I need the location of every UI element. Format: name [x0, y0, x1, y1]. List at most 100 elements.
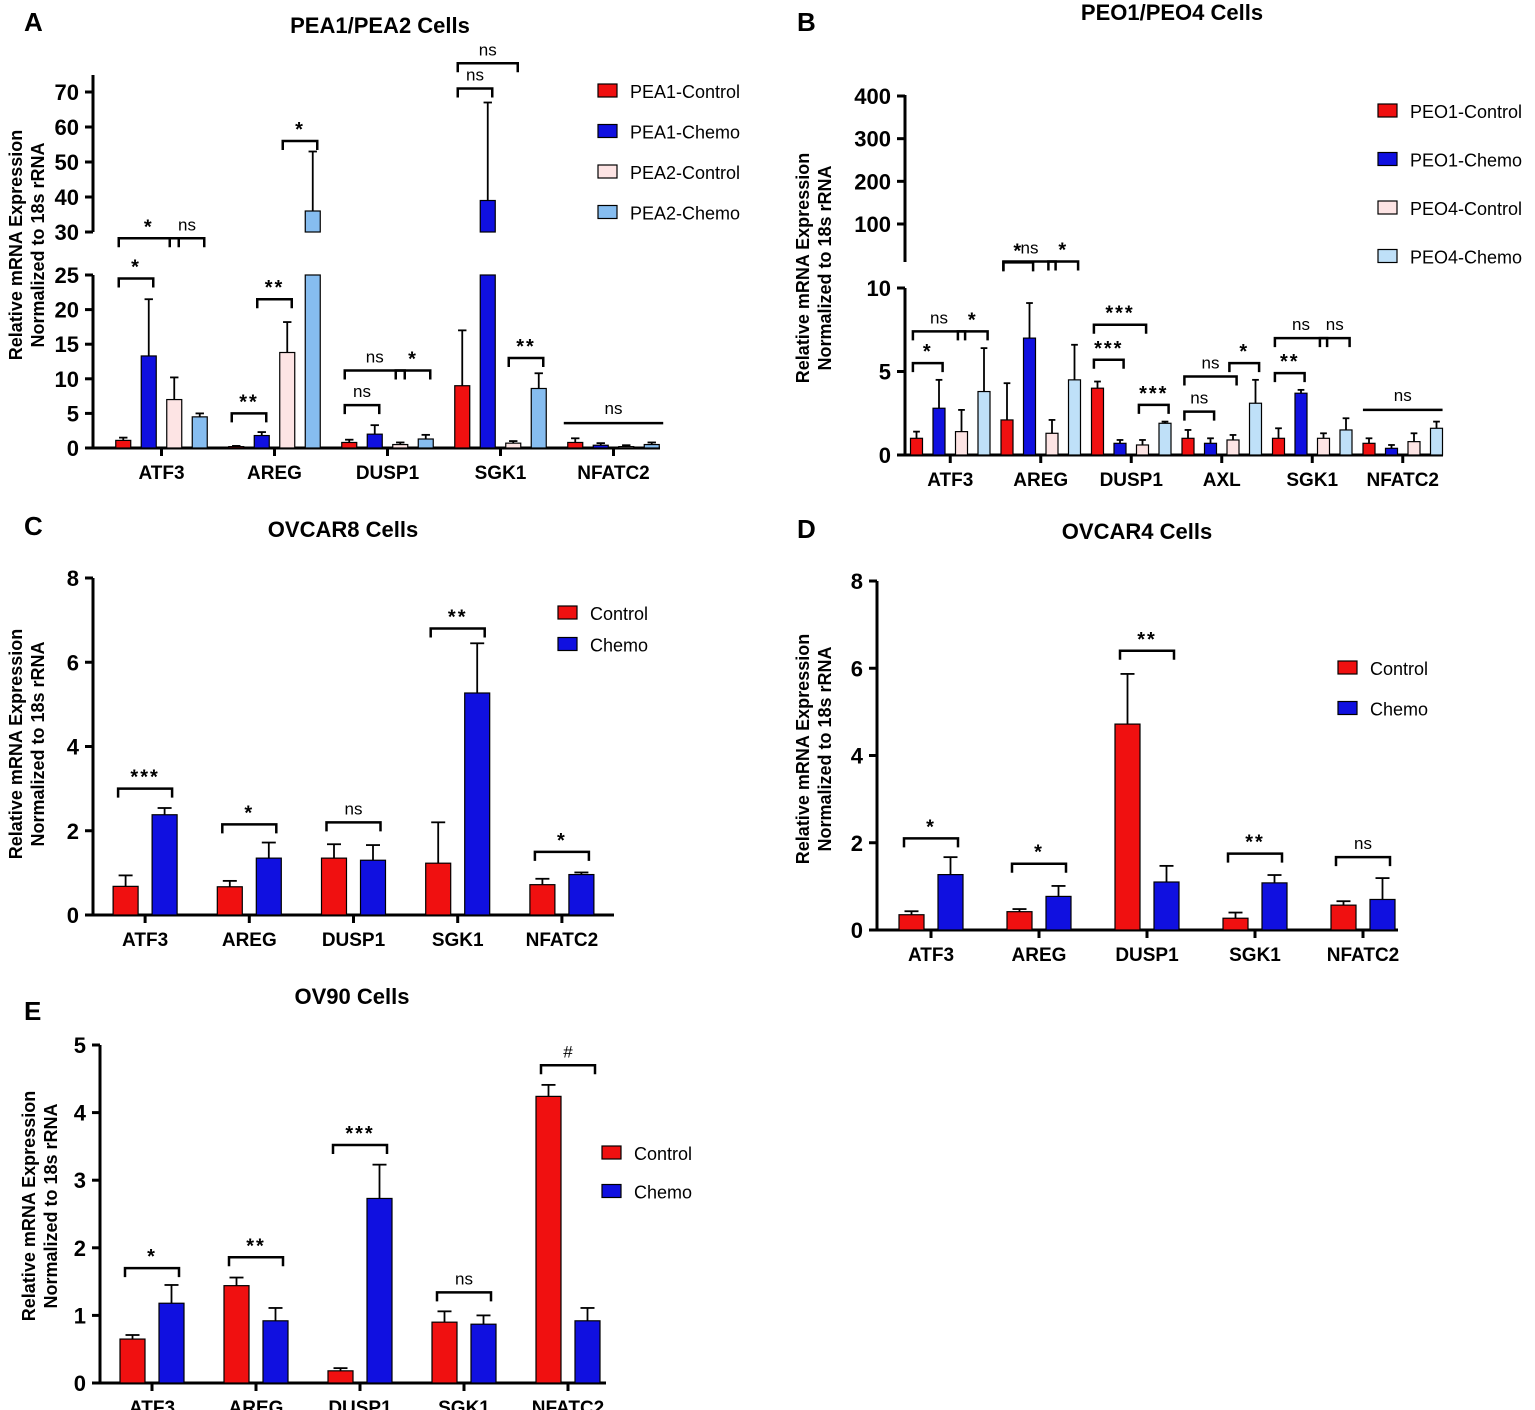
bar	[262, 1320, 289, 1384]
bar	[937, 873, 964, 931]
bar	[567, 441, 584, 449]
significance-label: *	[295, 119, 305, 141]
significance-label: ns	[178, 215, 196, 234]
bar	[158, 1302, 185, 1384]
legend-swatch	[1377, 200, 1398, 215]
bar	[1407, 441, 1421, 456]
y-tick-label: 25	[55, 263, 79, 288]
bar	[574, 1320, 601, 1384]
y-axis-label-line1: Relative mRNA Expression	[6, 629, 26, 859]
significance-bracket	[1228, 361, 1261, 373]
x-tick-label: AREG	[222, 930, 277, 951]
y-tick-label: 2	[74, 1236, 86, 1261]
bar	[1261, 882, 1288, 931]
legend-label: PEA1-Chemo	[630, 123, 740, 143]
significance-bracket	[123, 1266, 181, 1278]
significance-bracket	[456, 62, 519, 73]
significance-bracket	[343, 403, 381, 415]
y-tick-label: 70	[55, 80, 79, 105]
significance-bracket	[1092, 323, 1148, 334]
significance-bracket	[1183, 375, 1238, 386]
bar	[529, 884, 556, 916]
legend-label: Control	[590, 604, 648, 624]
significance-bracket	[507, 356, 545, 368]
y-tick-label: 5	[879, 360, 891, 385]
x-tick-label: SGK1	[1286, 470, 1338, 491]
y-tick-label: 0	[879, 443, 891, 468]
legend-label: PEA2-Chemo	[630, 204, 740, 224]
significance-label: *	[147, 1246, 157, 1268]
chart-title: OVCAR8 Cells	[268, 517, 418, 542]
significance-label: ***	[345, 1123, 374, 1145]
significance-label: **	[246, 1235, 266, 1257]
bar	[279, 351, 296, 449]
y-tick-label: 6	[851, 656, 863, 681]
y-tick-label: 10	[55, 367, 79, 392]
x-tick-label: SGK1	[475, 463, 527, 484]
significance-label: ***	[1139, 383, 1168, 405]
significance-label: ns	[1021, 238, 1039, 257]
panel-letter: D	[797, 514, 816, 544]
y-tick-label: 4	[67, 735, 80, 760]
bar	[140, 355, 157, 449]
significance-bracket	[117, 237, 180, 248]
bar	[1135, 444, 1150, 456]
y-tick-label: 4	[74, 1101, 87, 1126]
significance-label: **	[516, 336, 536, 358]
significance-label: ns	[930, 308, 948, 327]
y-tick-label: 5	[74, 1033, 86, 1058]
significance-bracket	[1002, 260, 1057, 271]
x-tick-label: ATF3	[122, 930, 168, 951]
y-tick-label: 0	[74, 1371, 86, 1396]
bar	[977, 390, 991, 456]
y-tick-label: 60	[55, 115, 79, 140]
significance-label: ***	[1094, 338, 1123, 360]
y-axis-label-line2: Normalized to 18s rRNA	[28, 641, 48, 846]
bar	[505, 442, 522, 449]
y-tick-label: 0	[851, 918, 863, 943]
bar	[166, 398, 183, 449]
y-axis-label: Relative mRNA Expression Normalized to 18…	[19, 1091, 61, 1321]
y-axis-label: Relative mRNA Expression Normalized to 18…	[793, 153, 835, 383]
bar	[216, 886, 243, 916]
bar	[932, 407, 946, 456]
bar	[1045, 895, 1072, 931]
significance-label: ns	[466, 66, 484, 85]
significance-label: ns	[1292, 315, 1310, 334]
x-tick-label: NFATC2	[1327, 945, 1399, 966]
significance-bracket	[1226, 852, 1284, 863]
significance-bracket	[911, 361, 944, 373]
bar	[359, 859, 387, 916]
legend-swatch	[1337, 660, 1358, 675]
bar	[568, 873, 595, 916]
significance-label: **	[239, 391, 259, 413]
bar	[115, 439, 132, 449]
significance-bracket	[1318, 336, 1351, 348]
significance-label: *	[923, 341, 933, 363]
bar	[909, 437, 924, 456]
significance-bracket	[539, 1064, 597, 1075]
legend-swatch	[1337, 700, 1358, 716]
significance-bracket	[394, 369, 432, 380]
bar	[341, 441, 358, 449]
significance-label: **	[448, 607, 468, 629]
x-tick-label: DUSP1	[328, 1398, 392, 1410]
significance-bracket	[227, 1256, 285, 1267]
legend-label: PEO1-Control	[1410, 102, 1522, 122]
y-tick-label: 10	[867, 276, 891, 301]
significance-bracket	[1183, 410, 1216, 421]
significance-bracket	[1002, 261, 1035, 272]
panel-letter: A	[24, 7, 43, 37]
chart-panel-c: C OVCAR8 Cells Relative mRNA Expression Nor…	[6, 511, 648, 951]
bar	[112, 885, 139, 916]
significance-label: ns	[1190, 389, 1208, 408]
bar	[151, 814, 178, 916]
legend-swatch	[597, 164, 618, 179]
bar	[191, 416, 208, 449]
chart-title: OV90 Cells	[295, 984, 410, 1009]
y-tick-label: 3	[74, 1168, 86, 1193]
x-tick-label: SGK1	[1229, 945, 1281, 966]
bar	[1330, 904, 1357, 931]
significance-bracket	[117, 277, 155, 288]
